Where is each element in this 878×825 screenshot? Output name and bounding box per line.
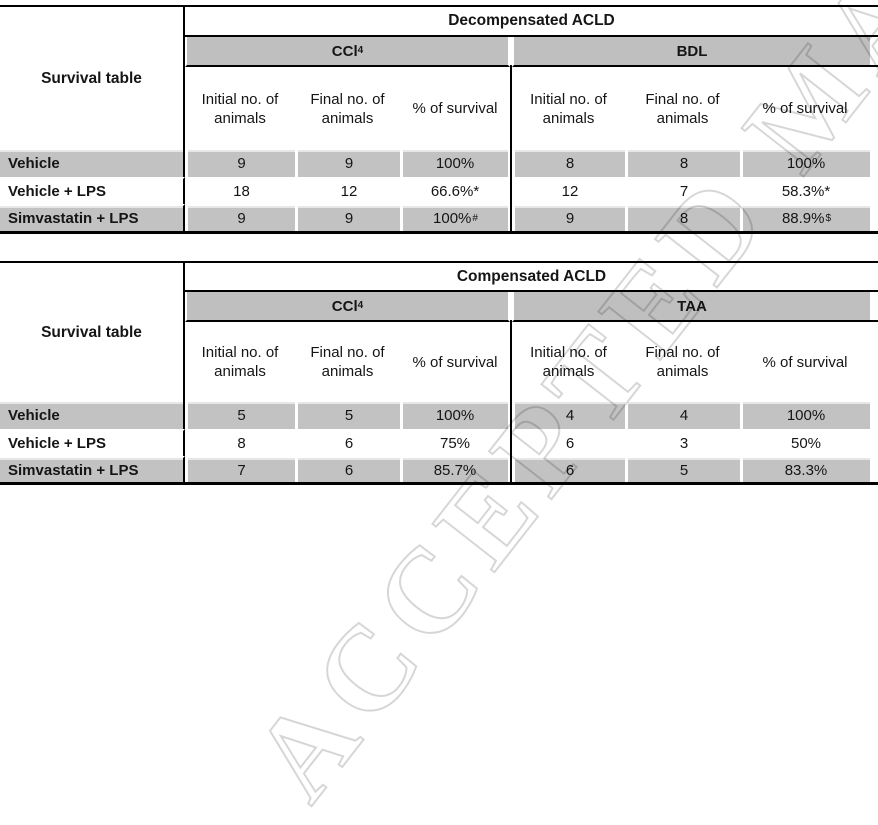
column-header: Final no. of animals [645,344,720,380]
data-cell: 100% # [400,204,510,231]
column-header: Final no. of animals [310,90,385,127]
corner-label: Survival table [0,263,185,402]
data-cell: 100% [400,150,510,177]
group-label: CCl [331,297,358,315]
column-header: Initial no. of animals [530,344,607,380]
data-cell: 100% [400,402,510,429]
group-divider [510,429,512,456]
data-cell: 9 [295,150,400,177]
group-divider [510,177,512,204]
right-margin [870,204,878,231]
data-cell: 9 [185,204,295,231]
group-header-ccl4: CCl 4 [185,37,510,67]
data-cell: 9 [185,150,295,177]
column-header: Initial no. of animals [530,90,607,127]
data-cell: 6 [512,429,625,456]
column-header: % of survival [762,353,848,371]
right-margin [870,456,878,482]
data-cell: 6 [512,456,625,482]
column-header: Initial no. of animals [201,344,279,380]
group-divider [510,204,512,231]
group-divider [510,67,512,150]
data-cell: 8 [625,204,740,231]
group-label: CCl [331,42,358,60]
group-header-bdl: BDL [512,37,870,67]
data-cell: 88.9% $ [740,204,870,231]
data-cell: 5 [185,402,295,429]
data-cell: 100% [740,402,870,429]
data-cell: 8 [512,150,625,177]
data-cell: 7 [625,177,740,204]
right-margin [870,150,878,177]
data-cell: 100% [740,150,870,177]
row-label: Vehicle + LPS [0,429,185,456]
data-cell: 4 [512,402,625,429]
row-label: Vehicle [0,150,185,177]
data-cell: 5 [625,456,740,482]
data-cell: 4 [625,402,740,429]
data-cell: 5 [295,402,400,429]
data-cell: 6 [295,456,400,482]
right-margin [870,429,878,456]
group-header-ccl4: CCl 4 [185,292,510,322]
row-label: Vehicle [0,402,185,429]
decompensated-acld-table: Survival table Decompensated ACLD CCl 4 B… [0,5,878,234]
column-header: % of survival [762,100,848,117]
group-gap [510,37,512,67]
group-gap [510,292,512,322]
data-cell: 18 [185,177,295,204]
column-header: % of survival [412,100,498,117]
data-cell: 8 [185,429,295,456]
right-margin [870,177,878,204]
table-title: Compensated ACLD [185,263,878,292]
row-label: Simvastatin + LPS [0,456,185,482]
data-cell: 12 [295,177,400,204]
data-cell: 8 [625,150,740,177]
group-header-taa: TAA [512,292,870,322]
corner-label: Survival table [0,7,185,150]
right-margin [870,402,878,429]
group-divider [510,402,512,429]
column-header: Final no. of animals [310,344,385,380]
data-cell: 58.3%* [740,177,870,204]
data-cell: 50% [740,429,870,456]
data-cell: 9 [512,204,625,231]
group-label: TAA [677,297,707,315]
compensated-acld-table: Survival table Compensated ACLD CCl 4 TAA… [0,261,878,485]
group-divider [510,150,512,177]
group-label: BDL [676,42,708,60]
column-header: Final no. of animals [645,90,720,127]
right-margin [870,37,878,67]
right-margin [870,292,878,322]
row-label: Simvastatin + LPS [0,204,185,231]
data-cell: 6 [295,429,400,456]
data-cell: 85.7% [400,456,510,482]
column-header: Initial no. of animals [201,90,279,127]
group-divider [510,456,512,482]
data-cell: 3 [625,429,740,456]
row-label: Vehicle + LPS [0,177,185,204]
group-divider [510,322,512,402]
data-cell: 9 [295,204,400,231]
data-cell: 75% [400,429,510,456]
right-margin [870,67,878,150]
data-cell: 7 [185,456,295,482]
column-header: % of survival [412,353,498,371]
data-cell: 83.3% [740,456,870,482]
data-cell: 66.6%* [400,177,510,204]
right-margin [870,322,878,402]
table-title: Decompensated ACLD [185,7,878,37]
data-cell: 12 [512,177,625,204]
